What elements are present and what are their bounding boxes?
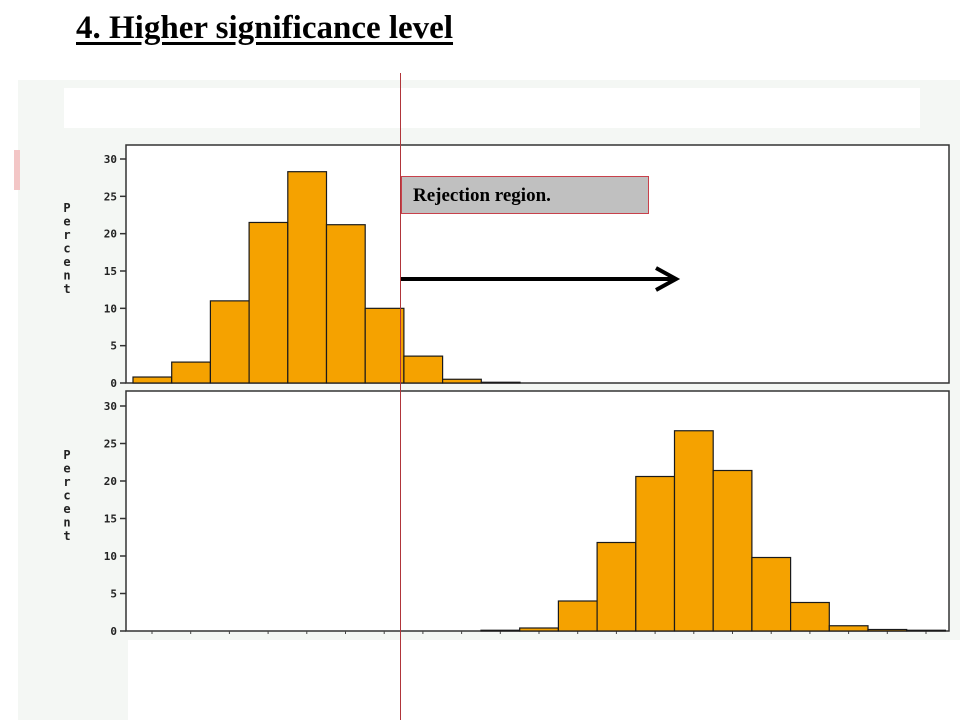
histogram-bar xyxy=(519,627,560,632)
figure-header-strip xyxy=(64,88,920,128)
histogram-bar xyxy=(171,361,211,384)
decorative-mark xyxy=(14,150,20,190)
histogram-bar xyxy=(209,300,250,384)
rejection-region-label: Rejection region. xyxy=(401,176,649,214)
histogram-bar xyxy=(248,221,289,384)
figure-footer-area xyxy=(128,640,960,720)
y-tick-label: 15 xyxy=(104,513,117,526)
y-axis-label-letter: n xyxy=(63,269,70,283)
y-axis-label-letter: n xyxy=(63,516,70,530)
histogram-bar xyxy=(325,224,366,384)
histogram-bar xyxy=(364,307,405,384)
histogram-bar xyxy=(635,475,676,632)
histogram-bar xyxy=(480,381,521,384)
y-axis-label-letter: c xyxy=(63,489,70,503)
histogram-bar xyxy=(132,376,173,384)
page-title: 4. Higher significance level xyxy=(76,10,454,46)
y-axis-label-letter: c xyxy=(63,242,70,256)
y-tick-label: 20 xyxy=(104,228,117,241)
rejection-arrow-head xyxy=(655,266,681,292)
y-tick-label: 10 xyxy=(104,550,117,563)
histogram-bar xyxy=(906,629,947,632)
y-tick-label: 0 xyxy=(110,377,117,390)
y-axis-label-letter: P xyxy=(63,201,70,215)
y-tick-label: 20 xyxy=(104,475,117,488)
y-axis-label-letter: e xyxy=(63,462,70,476)
y-tick-label: 30 xyxy=(104,400,117,413)
histogram-bar xyxy=(673,430,714,632)
histogram-bar xyxy=(557,600,598,632)
y-axis-label-letter: e xyxy=(63,502,70,516)
y-tick-label: 25 xyxy=(104,190,117,203)
y-tick-label: 15 xyxy=(104,265,117,278)
histogram-bar xyxy=(828,625,869,632)
histogram-bar xyxy=(789,601,830,632)
y-axis-label-letter: t xyxy=(63,529,70,543)
y-axis-label-letter: r xyxy=(63,475,70,489)
plot-frame xyxy=(125,390,950,632)
y-axis-label-letter: P xyxy=(63,448,70,462)
histogram-bar xyxy=(712,469,753,632)
histogram-bar xyxy=(442,378,482,384)
histogram-bar xyxy=(751,556,792,632)
y-axis-label-letter: t xyxy=(63,282,70,296)
y-axis-label-letter: e xyxy=(63,215,70,229)
histogram-bar xyxy=(287,171,328,384)
histogram-bar xyxy=(480,629,521,632)
histogram-bar xyxy=(403,355,444,384)
y-tick-label: 30 xyxy=(104,153,117,166)
critical-value-line xyxy=(400,73,401,720)
y-tick-label: 10 xyxy=(104,302,117,315)
y-tick-label: 0 xyxy=(110,625,117,638)
y-tick-label: 5 xyxy=(110,340,117,353)
histogram-bar xyxy=(596,541,637,632)
histogram-bar xyxy=(867,628,908,632)
y-axis-label-letter: e xyxy=(63,255,70,269)
y-tick-label: 25 xyxy=(104,438,117,451)
y-tick-label: 5 xyxy=(110,588,117,601)
y-axis-label-letter: r xyxy=(63,228,70,242)
